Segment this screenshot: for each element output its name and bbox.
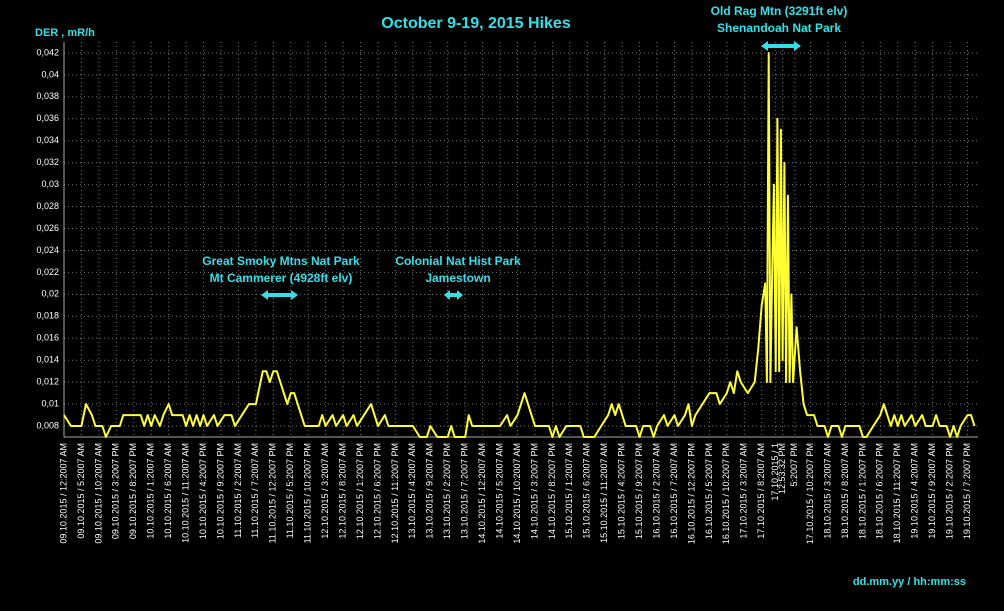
annotation: Old Rag Mtn (3291ft elv): [711, 4, 848, 18]
x-tick-label: 10.10.2015 / 6:2007 AM: [163, 443, 173, 539]
x-tick-label: 14.10.2015 / 10:2007 AM: [512, 443, 522, 544]
annotation: Jamestown: [425, 271, 490, 285]
x-tick-label: 17.10.2015 / 1: [770, 443, 780, 501]
y-tick-label: 0,036: [36, 113, 59, 123]
x-tick-label: 18.10.2015 / 11:2007 PM: [892, 443, 902, 543]
y-tick-label: 0,012: [36, 377, 59, 387]
grid: 0,008 0,01 0,012 0,014 0,016 0,018 0,02 0,022 0,…: [36, 42, 978, 544]
annotations: Great Smoky Mtns Nat Park Mt Cammerer (4…: [202, 4, 847, 300]
x-tick-label: 16.10.2015 / 5:2007 PM: [704, 443, 714, 539]
chart-title: October 9-19, 2015 Hikes: [381, 15, 571, 32]
x-tick-label: 12.10.2015 / 11:2007 PM: [390, 443, 400, 543]
x-tick-label: 12.10.2015 / 1:2007 PM: [355, 443, 365, 539]
x-tick-label: 17.10.2015 / 10:2007 PM: [805, 443, 815, 544]
y-tick-label: 0,014: [36, 355, 59, 365]
y-tick-label: 0,02: [41, 289, 59, 299]
y-tick-label: 0,024: [36, 245, 59, 255]
arrow: [444, 290, 463, 300]
x-tick-label: 16.10.2015 / 10:2007 PM: [721, 443, 731, 544]
y-tick-label: 0,034: [36, 135, 59, 145]
x-tick-label: 10.10.2015 / 1:2007 AM: [146, 443, 156, 539]
x-tick-label: 09.10.2015 / 3:2007 PM: [111, 443, 121, 539]
x-tick-label: 10.10.2015 / 11:2007 AM: [180, 443, 190, 543]
x-tick-label: 14.10.2015 / 8:2007 PM: [547, 443, 557, 539]
y-axis-label: DER , mR/h: [35, 27, 95, 39]
x-tick-label: 18.10.2015 / 1:2007 PM: [857, 443, 867, 539]
x-tick-label: 17.10.2015 / 8:2007 AM: [756, 443, 766, 539]
x-tick-label: 16.10.2015 / 7:2007 AM: [669, 443, 679, 539]
x-tick-label: 15.10.2015 / 6:2007 AM: [582, 443, 592, 539]
x-tick-label: 09.10.2015 / 10:2007 AM: [93, 443, 103, 544]
x-tick-label: 15.10.2015 / 11:2007 AM: [599, 443, 609, 543]
x-tick-label: 10.10.2015 / 9:2007 PM: [215, 443, 225, 539]
x-tick-label: 09.10.2015 / 12:2007 AM: [58, 443, 68, 544]
x-tick-label: 11.10.2015 / 12:2007 PM: [268, 443, 278, 543]
annotation: Colonial Nat Hist Park: [395, 254, 521, 268]
x-tick-label: 16.10.2015 / 12:2007 PM: [686, 443, 696, 544]
x-tick-label: 19.10.2015 / 9:2007 AM: [927, 443, 937, 539]
x-tick-label: 14.10.2015 / 3:2007 PM: [529, 443, 539, 539]
x-tick-label: 17.10.2015 / 3:2007 AM: [739, 443, 749, 539]
y-tick-label: 0,018: [36, 311, 59, 321]
x-tick-label: 12:53:32 PM: [777, 443, 787, 494]
x-tick-label: 11.10.2015 / 7:2007 AM: [250, 443, 260, 538]
x-tick-label: 12.10.2015 / 6:2007 PM: [372, 443, 382, 539]
y-tick-label: 0,016: [36, 333, 59, 343]
y-tick-label: 0,038: [36, 91, 59, 101]
x-tick-label: 13.10.2015 / 2:2007 PM: [442, 443, 452, 539]
x-tick-label: 18.10.2015 / 3:2007 AM: [822, 443, 832, 539]
x-tick-label: 09.10.2015 / 5:2007 AM: [76, 443, 86, 539]
x-tick-label: 13.10.2015 / 7:2007 PM: [460, 443, 470, 539]
y-tick-label: 0,022: [36, 267, 59, 277]
y-tick-label: 0,01: [41, 398, 59, 408]
x-tick-label: 11.10.2015 / 10:2007 PM: [303, 443, 313, 543]
x-tick-label: 10.10.2015 / 4:2007 PM: [198, 443, 208, 539]
x-tick-label: 09.10.2015 / 8:2007 PM: [128, 443, 138, 539]
annotation: Mt Cammerer (4928ft elv): [210, 271, 353, 285]
x-tick-label: 15.10.2015 / 4:2007 PM: [617, 443, 627, 539]
x-tick-label: 11.10.2015 / 5:2007 PM: [285, 443, 295, 538]
plot: [63, 52, 976, 438]
y-tick-label: 0,042: [36, 47, 59, 57]
x-tick-label: 18.10.2015 / 8:2007 AM: [840, 443, 850, 539]
data-line: [63, 52, 976, 438]
y-tick-label: 0,028: [36, 201, 59, 211]
x-tick-label: 13.10.2015 / 4:2007 AM: [407, 443, 417, 539]
x-tick-label: 16.10.2015 / 2:2007 AM: [651, 443, 661, 539]
arrow: [761, 41, 801, 51]
y-tick-label: 0,04: [41, 69, 59, 79]
y-tick-label: 0,008: [36, 420, 59, 430]
x-axis-label: dd.mm.yy / hh:mm:ss: [853, 576, 966, 588]
x-tick-label: 15.10.2015 / 1:2007 AM: [564, 443, 574, 539]
x-tick-label: 14.10.2015 / 5:2007 AM: [494, 443, 504, 539]
x-tick-label: 19.10.2015 / 7:2007 PM: [962, 443, 972, 539]
x-tick-label: 11.10.2015 / 2:2007 AM: [233, 443, 243, 538]
annotation: Great Smoky Mtns Nat Park: [202, 254, 360, 268]
x-tick-label: 19.10.2015 / 4:2007 AM: [910, 443, 920, 539]
x-tick-label: 12.10.2015 / 3:2007 AM: [320, 443, 330, 539]
x-tick-label: 12.10.2015 / 8:2007 AM: [337, 443, 347, 539]
y-tick-label: 0,032: [36, 157, 59, 167]
x-tick-label: 13.10.2015 / 9:2007 AM: [425, 443, 435, 539]
x-tick-label: 15.10.2015 / 9:2007 PM: [634, 443, 644, 539]
arrow: [261, 290, 298, 300]
x-tick-label: 5:2007 PM: [789, 443, 799, 487]
annotation: Shenandoah Nat Park: [717, 21, 841, 35]
x-tick-label: 18.10.2015 / 6:2007 PM: [875, 443, 885, 539]
x-tick-label: 19.10.2015 / 2:2007 PM: [944, 443, 954, 539]
x-tick-label: 14.10.2015 / 12:2007 AM: [477, 443, 487, 544]
y-tick-label: 0,03: [41, 179, 59, 189]
y-tick-label: 0,026: [36, 223, 59, 233]
